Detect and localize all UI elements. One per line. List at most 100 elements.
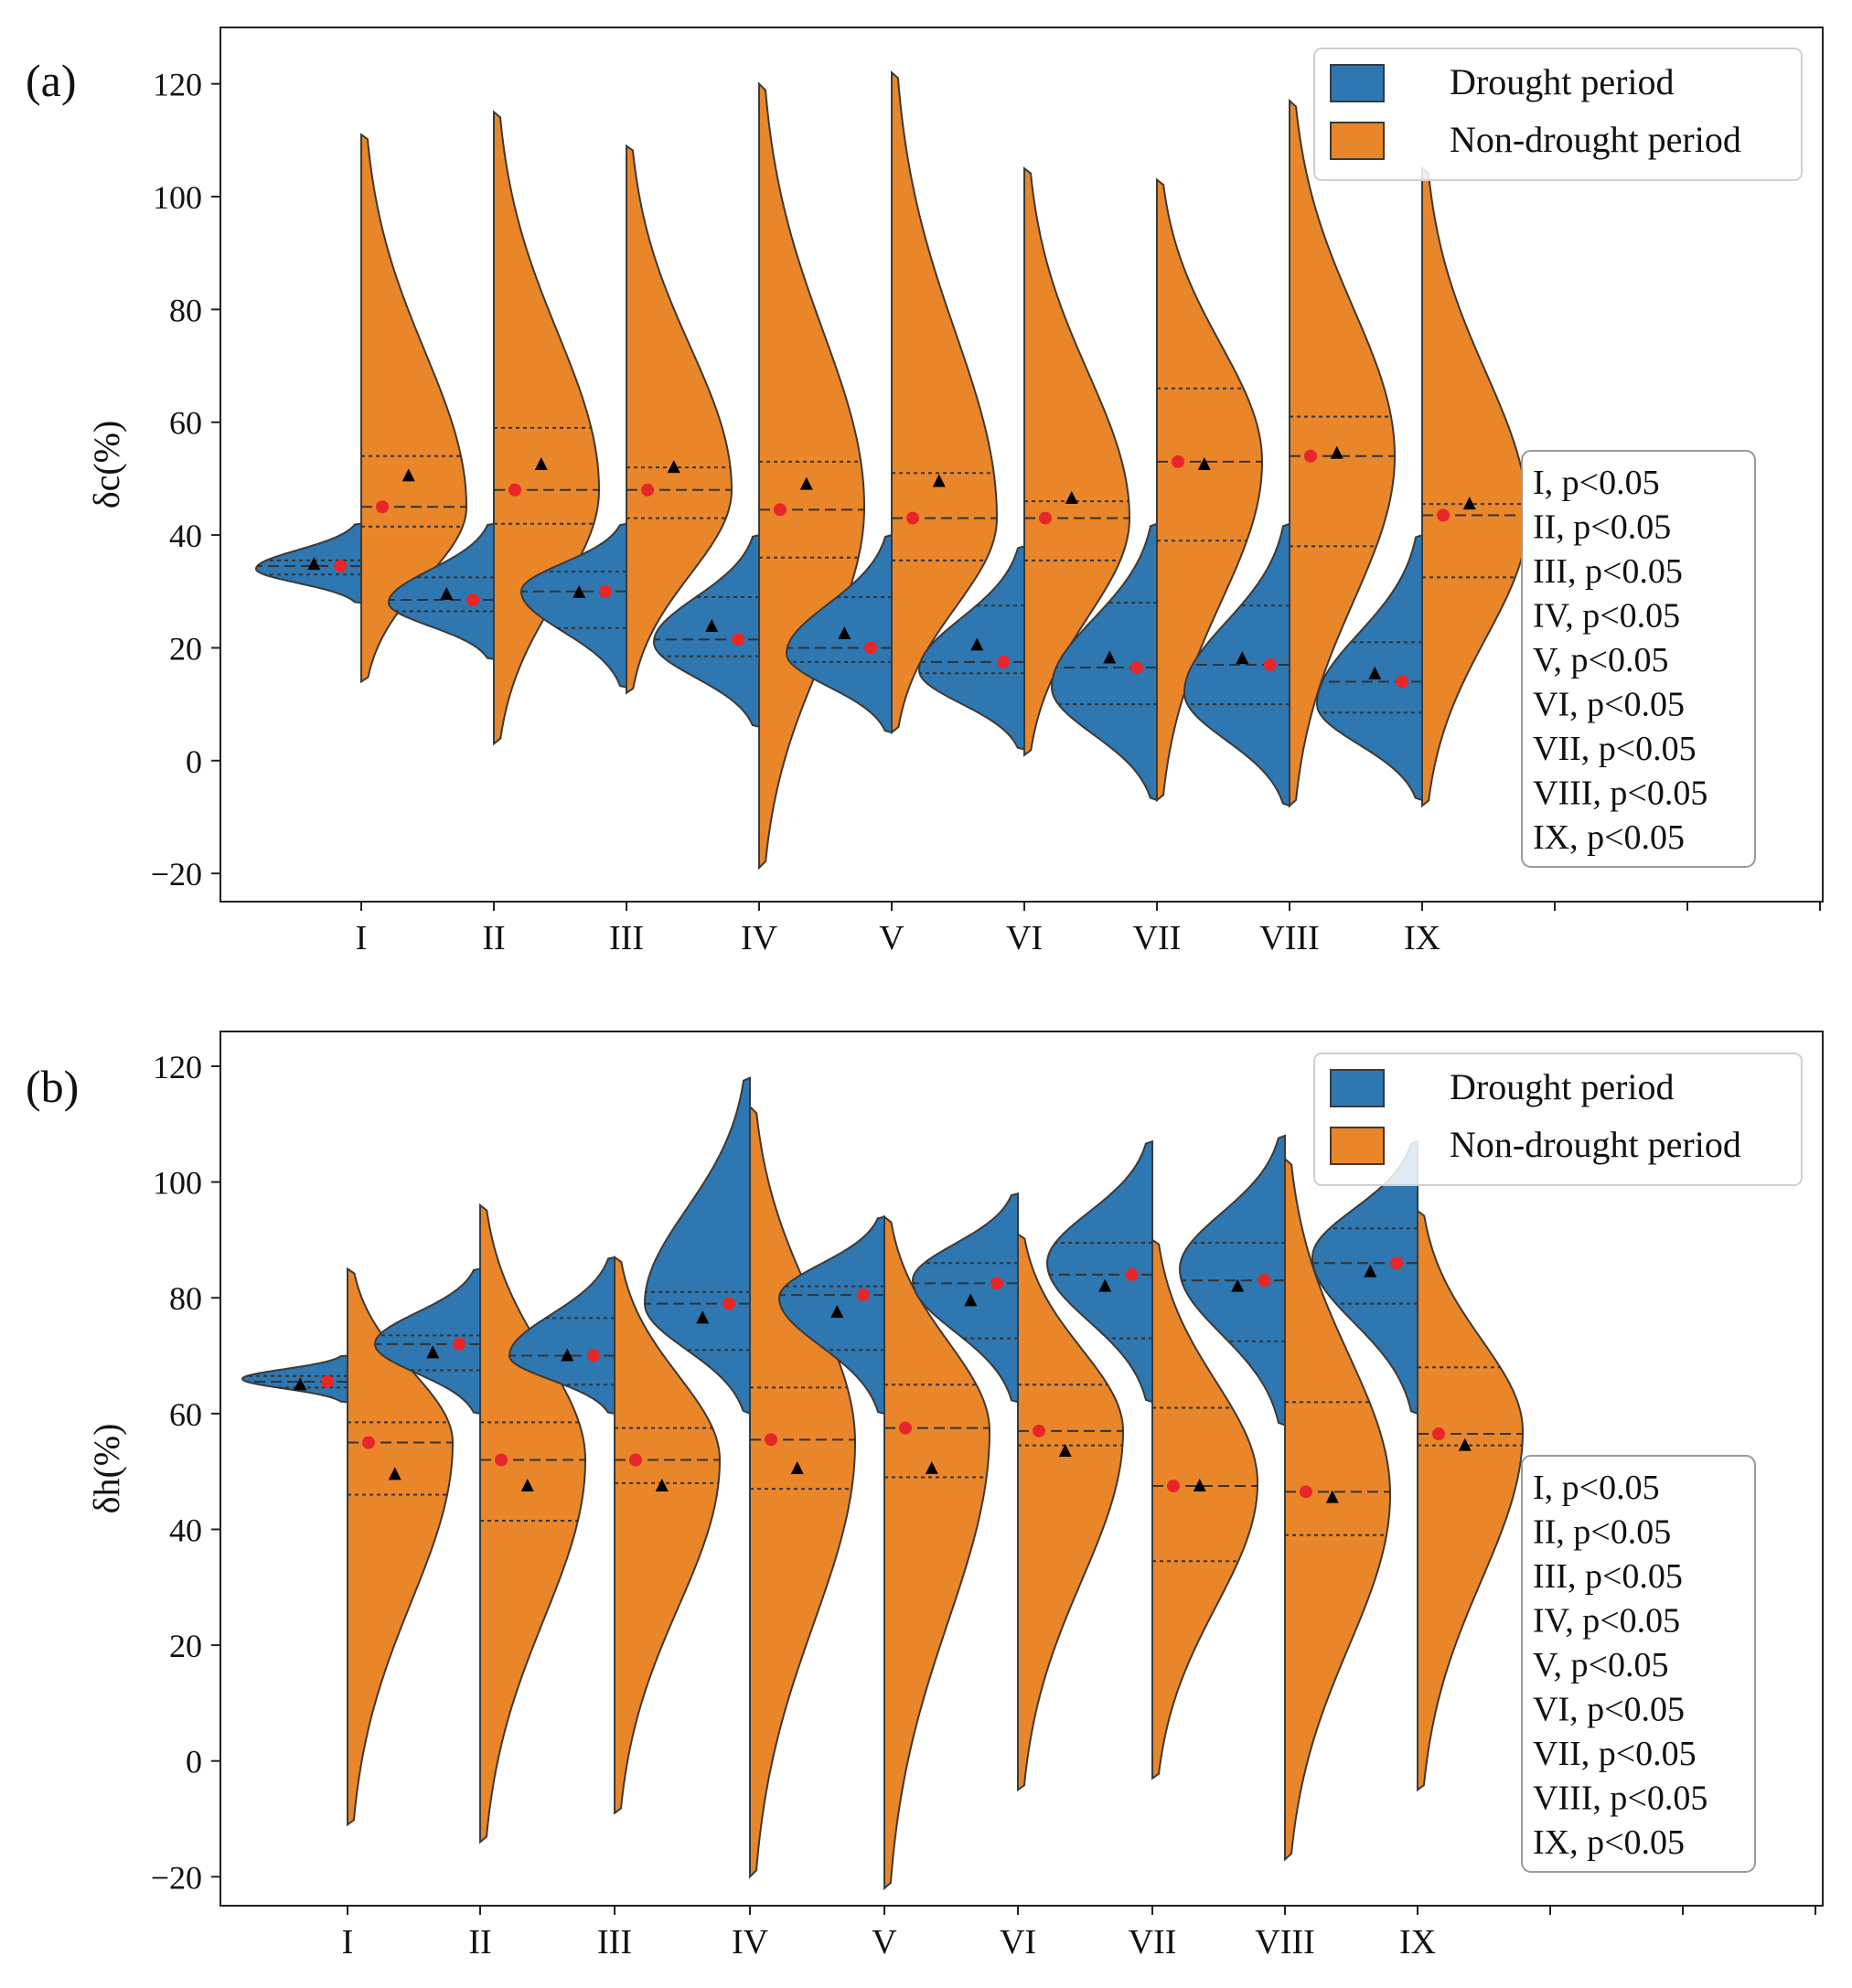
median-dot-drought	[1258, 1274, 1271, 1288]
median-dot-drought	[732, 633, 745, 647]
mean-marker-nondrought	[932, 474, 946, 487]
median-dot-nondrought	[898, 1421, 912, 1435]
mean-marker-nondrought	[925, 1461, 938, 1474]
mean-marker-drought	[964, 1293, 978, 1307]
y-tick-label: 120	[153, 1049, 202, 1085]
x-tick-label: VII	[1129, 1923, 1177, 1961]
mean-marker-nondrought	[534, 457, 548, 470]
violin-nondrought	[1421, 166, 1529, 808]
median-dot-drought	[599, 584, 612, 598]
median-dot-drought	[1263, 657, 1277, 671]
mean-marker-nondrought	[1058, 1444, 1072, 1458]
median-dot-nondrought	[1436, 508, 1450, 522]
mean-marker-nondrought	[790, 1461, 804, 1474]
y-tick-label: 0	[186, 743, 202, 780]
violin-drought	[1316, 533, 1423, 802]
y-tick-label: 60	[169, 1396, 202, 1433]
mean-marker-drought	[1364, 1264, 1377, 1277]
mean-marker-drought	[573, 585, 586, 599]
mean-marker-nondrought	[388, 1467, 401, 1480]
annotation-line: III, p<0.05	[1533, 1557, 1683, 1596]
annotation-line: I, p<0.05	[1533, 464, 1660, 502]
mean-marker-drought	[1236, 651, 1249, 665]
median-dot-nondrought	[508, 483, 521, 497]
mean-marker-drought	[307, 557, 321, 571]
x-tick-label: IX	[1399, 1923, 1436, 1961]
annotation-line: IX, p<0.05	[1533, 1823, 1685, 1862]
violin-drought	[1045, 1139, 1153, 1404]
violin-nondrought	[1151, 1238, 1259, 1780]
axes-frame	[219, 27, 1824, 903]
y-axis-label: δh(%)	[86, 1424, 127, 1514]
mean-marker-nondrought	[1193, 1478, 1206, 1491]
median-dot-drought	[1396, 675, 1409, 689]
median-dot-nondrought	[1039, 511, 1052, 525]
violin-nondrought	[749, 1104, 856, 1879]
median-dot-nondrought	[1172, 454, 1184, 468]
y-tick-label: −20	[151, 1859, 202, 1896]
x-tick-label: VI	[1000, 1923, 1036, 1961]
legend-swatch	[1330, 122, 1385, 160]
violin-drought	[785, 533, 893, 734]
mean-marker-drought	[830, 1305, 844, 1319]
y-tick-label: 0	[186, 1744, 202, 1780]
y-tick-label: 20	[169, 1628, 202, 1664]
mean-marker-nondrought	[401, 468, 415, 482]
y-tick-label: 80	[169, 1280, 202, 1317]
mean-marker-drought	[1103, 650, 1117, 664]
mean-marker-drought	[1368, 666, 1382, 679]
x-tick-label: VI	[1006, 919, 1043, 957]
y-tick-label: 20	[169, 630, 202, 667]
median-dot-drought	[587, 1349, 600, 1363]
violin-drought	[387, 522, 495, 660]
median-dot-nondrought	[764, 1433, 777, 1447]
y-tick-label: 60	[169, 405, 202, 442]
annotation-line: V, p<0.05	[1533, 1646, 1668, 1684]
annotation-line: IV, p<0.05	[1533, 1602, 1680, 1641]
violin-nondrought	[479, 1202, 587, 1844]
y-tick-label: −20	[151, 856, 202, 892]
mean-marker-nondrought	[667, 460, 680, 474]
median-dot-drought	[466, 593, 480, 607]
median-dot-drought	[334, 560, 348, 573]
x-tick-label: IV	[741, 919, 778, 957]
legend-label: Drought period	[1450, 1066, 1675, 1107]
violin-nondrought	[1017, 1232, 1124, 1792]
mean-marker-drought	[294, 1377, 307, 1391]
mean-marker-nondrought	[655, 1478, 669, 1491]
mean-marker-nondrought	[1462, 497, 1476, 510]
legend-label: Non-drought period	[1450, 119, 1741, 160]
median-dot-drought	[1129, 661, 1143, 675]
annotation-line: VII, p<0.05	[1533, 730, 1697, 768]
median-dot-drought	[864, 641, 878, 655]
violin-nondrought	[614, 1256, 721, 1815]
median-dot-drought	[1125, 1267, 1139, 1281]
x-tick-label: VII	[1133, 919, 1182, 957]
median-dot-drought	[1390, 1256, 1404, 1270]
x-tick-label: I	[342, 1923, 354, 1961]
annotation-line: III, p<0.05	[1533, 552, 1683, 591]
legend-label: Drought period	[1450, 61, 1675, 102]
median-dot-nondrought	[1304, 449, 1317, 463]
violin-nondrought	[891, 70, 999, 735]
legend-label: Non-drought period	[1450, 1124, 1741, 1165]
annotation-line: VIII, p<0.05	[1533, 1780, 1707, 1818]
mean-marker-drought	[705, 619, 719, 633]
median-dot-nondrought	[1033, 1424, 1045, 1438]
annotation-line: II, p<0.05	[1533, 508, 1671, 547]
median-dot-drought	[723, 1297, 735, 1310]
violin-nondrought	[758, 81, 865, 871]
annotation-box	[1521, 1455, 1756, 1873]
annotation-line: IV, p<0.05	[1533, 597, 1680, 636]
median-dot-nondrought	[1431, 1427, 1445, 1441]
mean-marker-nondrought	[520, 1478, 534, 1491]
mean-marker-drought	[426, 1345, 440, 1359]
violin-nondrought	[626, 144, 733, 695]
violin-drought	[241, 1354, 348, 1404]
mean-marker-nondrought	[1065, 491, 1078, 505]
x-tick-label: II	[468, 1923, 491, 1961]
mean-marker-nondrought	[1330, 445, 1344, 459]
mean-marker-drought	[561, 1348, 574, 1362]
y-tick-label: 40	[169, 518, 202, 554]
